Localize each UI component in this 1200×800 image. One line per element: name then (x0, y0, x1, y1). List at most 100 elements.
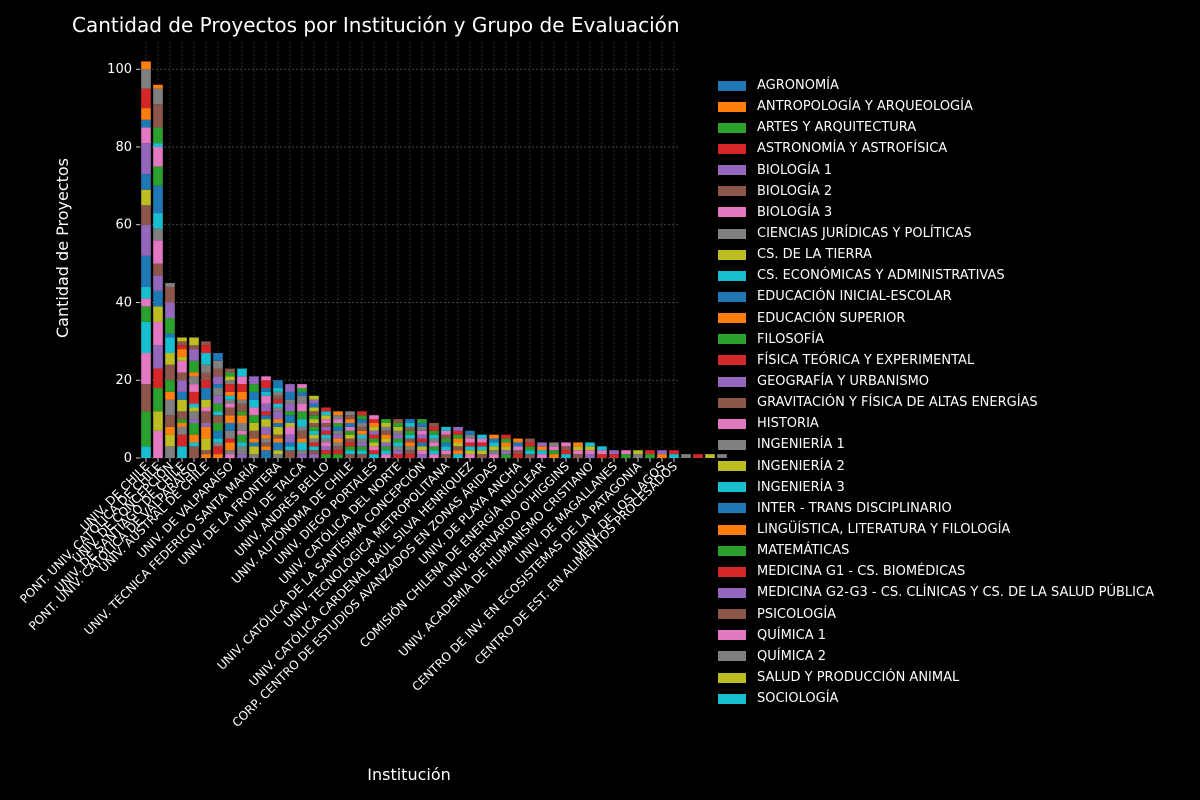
bar-segment (345, 450, 355, 455)
bar-stack (177, 337, 187, 458)
bar-segment (441, 446, 451, 451)
legend-item: HISTORIA (718, 413, 1154, 434)
bar-segment (237, 368, 247, 377)
bar-segment (441, 450, 451, 455)
bar-segment (369, 446, 379, 451)
bar-segment (429, 442, 439, 447)
bar-segment (465, 446, 475, 451)
bar-segment (225, 403, 235, 408)
bar-segment (273, 403, 283, 408)
legend-item: EDUCACIÓN INICIAL-ESCOLAR (718, 286, 1154, 307)
y-tick-label: 100 (107, 62, 132, 77)
bar-segment (573, 446, 583, 451)
bar-segment (597, 454, 607, 458)
bar-stack (405, 419, 415, 458)
bar-segment (225, 423, 235, 431)
bar-segment (285, 399, 295, 404)
bar-segment (309, 454, 319, 458)
bar-segment (249, 423, 259, 431)
bar-segment (405, 442, 415, 447)
legend-item: BIOLOGÍA 2 (718, 181, 1154, 202)
bar-segment (285, 446, 295, 451)
bar-segment (453, 438, 463, 443)
bar-segment (321, 434, 331, 439)
bar-segment (177, 337, 187, 342)
bar-segment (441, 426, 451, 431)
bar-segment (165, 446, 175, 458)
legend-item: BIOLOGÍA 1 (718, 160, 1154, 181)
bar-segment (465, 438, 475, 443)
legend-item: MEDICINA G1 - CS. BIOMÉDICAS (718, 561, 1154, 582)
bar-segment (153, 228, 163, 241)
bar-segment (537, 442, 547, 447)
bar-segment (249, 430, 259, 439)
legend-label: QUÍMICA 1 (757, 627, 827, 643)
bar-segment (513, 438, 523, 443)
bar-segment (165, 353, 175, 365)
bar-segment (249, 415, 259, 424)
bar-stack (645, 450, 655, 458)
bar-segment (477, 446, 487, 451)
bar-segment (165, 337, 175, 354)
bar-segment (417, 446, 427, 451)
legend-item: QUÍMICA 1 (718, 625, 1154, 646)
bar-stack (597, 446, 607, 458)
bar-segment (309, 399, 319, 404)
bar-segment (273, 426, 283, 435)
bar-segment (405, 454, 415, 458)
bar-segment (525, 438, 535, 443)
bar-segment (285, 411, 295, 416)
bar-segment (189, 403, 199, 408)
bar-stack (165, 283, 175, 458)
legend-label: ARTES Y ARQUITECTURA (757, 120, 917, 136)
legend-label: FÍSICA TEÓRICA Y EXPERIMENTAL (757, 352, 975, 368)
bar-segment (285, 391, 295, 400)
bar-segment (141, 88, 151, 109)
bar-segment (153, 290, 163, 307)
bar-segment (477, 438, 487, 443)
bar-segment (633, 454, 643, 458)
y-axis-ticks: 0 20 40 60 80 100 (107, 62, 140, 466)
bar-segment (177, 360, 187, 373)
bar-segment (393, 454, 403, 458)
bar-segment (273, 391, 283, 396)
bar-segment (141, 174, 151, 190)
legend-swatch (718, 545, 746, 556)
bar-segment (429, 426, 439, 431)
bar-segment (381, 450, 391, 455)
bar-segment (141, 127, 151, 144)
bar-segment (549, 442, 559, 447)
legend-label: QUÍMICA 2 (757, 648, 827, 664)
bar-segment (405, 430, 415, 435)
bar-segment (585, 450, 595, 455)
bar-segment (381, 438, 391, 443)
bar-segment (153, 104, 163, 128)
bar-segment (165, 364, 175, 381)
bar-segment (213, 384, 223, 389)
bar-segment (189, 376, 199, 385)
bar-segment (525, 454, 535, 458)
bar-segment (273, 380, 283, 389)
bar-stack (525, 438, 535, 458)
bar-segment (165, 302, 175, 319)
bar-segment (669, 454, 679, 458)
bar-segment (441, 442, 451, 447)
bar-segment (393, 442, 403, 447)
bar-segment (261, 415, 271, 420)
bar-segment (153, 263, 163, 276)
bar-segment (393, 423, 403, 427)
bar-segment (225, 391, 235, 396)
bar-segment (357, 426, 367, 431)
bar-segment (273, 419, 283, 424)
bar-segment (153, 388, 163, 412)
bar-stack (309, 395, 319, 458)
bar-segment (285, 384, 295, 392)
bar-segment (201, 407, 211, 412)
bar-segment (417, 419, 427, 424)
bar-segment (189, 337, 199, 346)
legend-swatch (718, 397, 746, 408)
bar-segment (417, 450, 427, 455)
bar-segment (369, 419, 379, 424)
bar-segment (429, 450, 439, 455)
